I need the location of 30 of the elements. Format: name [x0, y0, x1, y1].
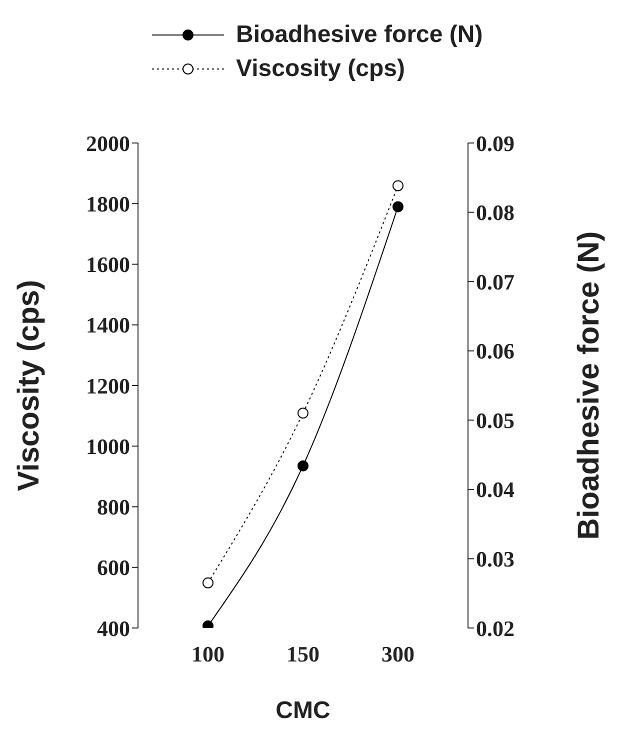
y2-tick-label: 0.05: [476, 408, 514, 433]
y2-tick-label: 0.04: [476, 477, 514, 502]
point: [392, 180, 404, 192]
y2-tick-label: 0.03: [476, 546, 514, 572]
y-tick-label: 1800: [86, 191, 130, 216]
x-tick-label: 150: [286, 642, 320, 667]
y2-tick-label: 0.09: [476, 130, 514, 156]
y2-tick-label: 0.07: [476, 269, 514, 294]
legend-label: Bioadhesive force (N): [236, 21, 483, 49]
point: [202, 577, 214, 588]
point: [298, 460, 308, 472]
y2-tick-label: 0.06: [476, 338, 514, 364]
y2-tick-label: 0.02: [476, 616, 514, 641]
y2-tick-label: 0.08: [476, 200, 514, 226]
x-tick-label: 100: [192, 642, 224, 667]
y-tick-label: 1400: [86, 312, 130, 338]
y2-axis-title: Bioadhesive force (N): [572, 231, 606, 540]
y-tick-label: 800: [97, 494, 130, 520]
y-tick-label: 400: [97, 616, 130, 641]
y-tick-label: 2000: [86, 130, 130, 156]
legend-label: Viscosity (cps): [236, 55, 405, 83]
x-tick-label: 300: [382, 642, 414, 667]
y-tick-label: 1200: [86, 373, 130, 398]
x-axis-title: CMC: [276, 697, 330, 724]
point: [392, 201, 404, 212]
y-tick-label: 1600: [86, 252, 130, 278]
y-tick-label: 1000: [86, 434, 130, 459]
point: [298, 408, 308, 419]
y-tick-label: 600: [97, 555, 130, 580]
y-axis-title: Viscosity (cps): [12, 280, 46, 492]
